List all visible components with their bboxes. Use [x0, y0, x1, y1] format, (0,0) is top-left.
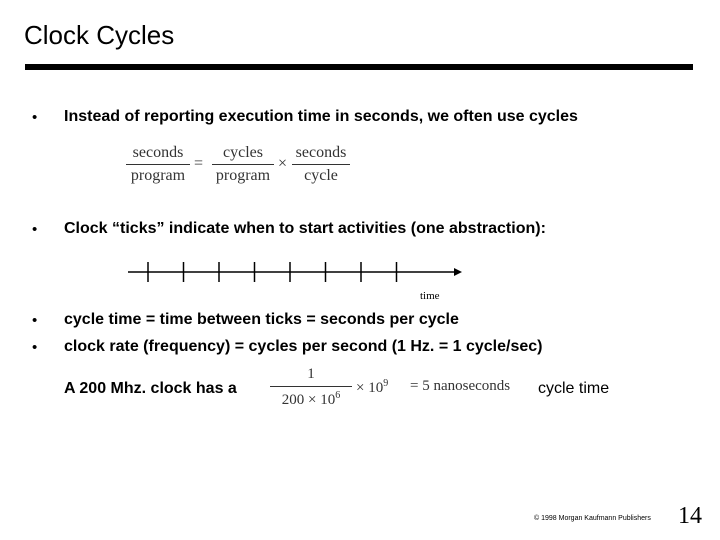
- bullet-marker: •: [32, 221, 38, 238]
- arrow-head-icon: [454, 268, 462, 276]
- slide-title: Clock Cycles: [24, 20, 175, 50]
- page-number: 14: [678, 503, 702, 529]
- fraction-bar: [212, 164, 274, 165]
- bullet-text: Instead of reporting execution time in s…: [64, 108, 578, 125]
- times-sign: ×: [278, 155, 288, 172]
- bullet-text: Clock “ticks” indicate when to start act…: [64, 220, 546, 237]
- example-suffix: cycle time: [538, 380, 610, 397]
- fraction-denominator: program: [130, 167, 186, 184]
- clock-timeline: [128, 262, 462, 282]
- fraction-denominator: 200 × 106: [270, 390, 352, 409]
- equals-sign: =: [194, 155, 204, 172]
- bullet-marker: •: [32, 109, 38, 126]
- result: = 5 nanoseconds: [410, 378, 511, 394]
- example-prefix: A 200 Mhz. clock has a: [64, 380, 237, 397]
- denominator-exponent: 6: [335, 390, 341, 401]
- multiplier-exponent: 9: [383, 378, 389, 389]
- timeline-label: time: [420, 290, 440, 302]
- multiplier: × 109: [356, 378, 388, 397]
- fraction-bar: [292, 164, 350, 165]
- fraction-numerator: seconds: [295, 144, 347, 161]
- fraction-bar: [126, 164, 190, 165]
- denominator-base: 200 × 10: [281, 392, 336, 408]
- fraction-denominator: program: [215, 167, 271, 184]
- multiplier-base: × 10: [356, 380, 384, 396]
- bullet-marker: •: [32, 339, 38, 356]
- title-rule: [25, 64, 693, 70]
- bullet-text: cycle time = time between ticks = second…: [64, 311, 459, 328]
- bullet-marker: •: [32, 312, 38, 329]
- fraction-numerator: 1: [307, 366, 315, 382]
- fraction-denominator: cycle: [304, 167, 338, 184]
- bullet-text: clock rate (frequency) = cycles per seco…: [64, 338, 543, 355]
- fraction-numerator: seconds: [132, 144, 184, 161]
- fraction-numerator: cycles: [223, 144, 263, 161]
- fraction-bar: [270, 386, 352, 387]
- copyright-footer: © 1998 Morgan Kaufmann Publishers: [534, 515, 651, 522]
